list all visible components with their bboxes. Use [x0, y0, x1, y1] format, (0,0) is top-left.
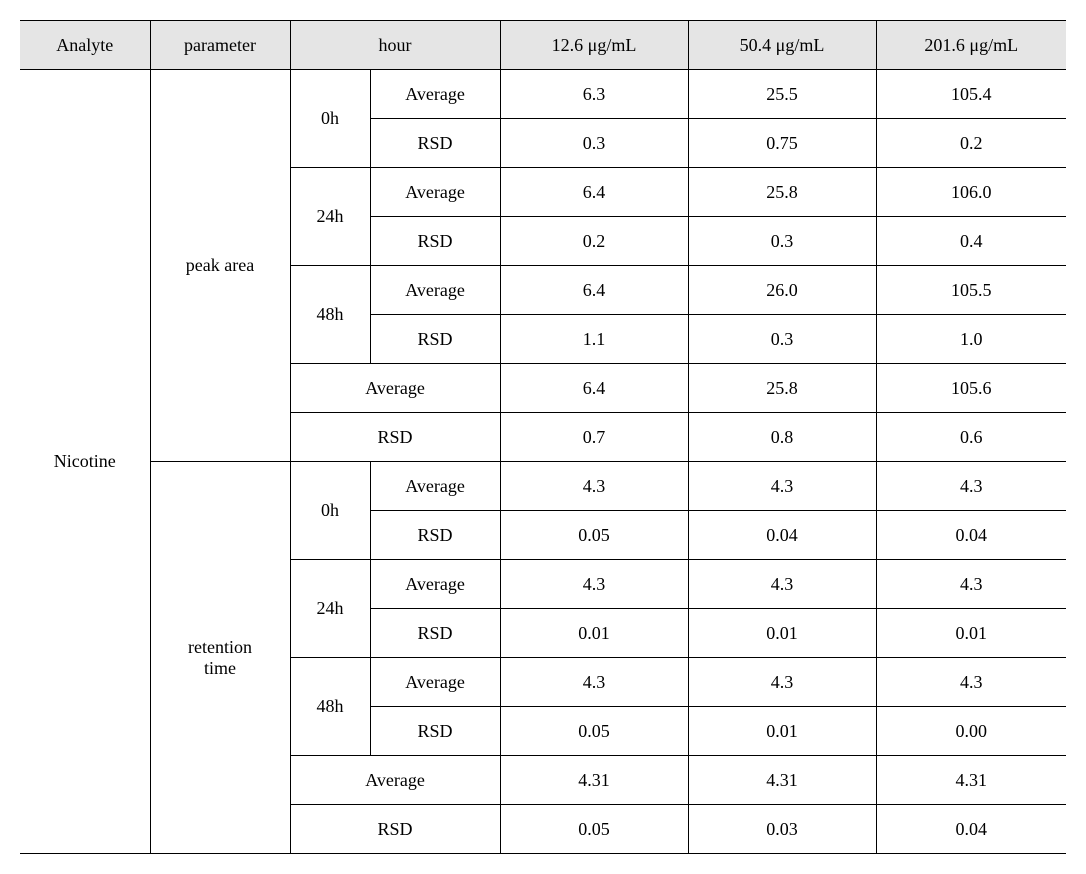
value-cell: 4.3 — [876, 560, 1066, 609]
value-cell: 4.3 — [688, 560, 876, 609]
stat-label: RSD — [290, 805, 500, 854]
stat-label: RSD — [290, 413, 500, 462]
analyte-cell: Nicotine — [20, 70, 150, 854]
header-analyte: Analyte — [20, 21, 150, 70]
value-cell: 0.4 — [876, 217, 1066, 266]
parameter-cell: peak area — [150, 70, 290, 462]
hour-cell: 0h — [290, 462, 370, 560]
value-cell: 0.04 — [876, 805, 1066, 854]
value-cell: 0.05 — [500, 707, 688, 756]
stat-label: Average — [290, 756, 500, 805]
value-cell: 105.5 — [876, 266, 1066, 315]
value-cell: 0.04 — [876, 511, 1066, 560]
value-cell: 4.3 — [688, 462, 876, 511]
value-cell: 1.0 — [876, 315, 1066, 364]
value-cell: 0.2 — [876, 119, 1066, 168]
value-cell: 4.31 — [876, 756, 1066, 805]
value-cell: 4.3 — [688, 658, 876, 707]
header-hour: hour — [290, 21, 500, 70]
stat-label: RSD — [370, 707, 500, 756]
stat-label: Average — [370, 266, 500, 315]
value-cell: 0.04 — [688, 511, 876, 560]
hour-cell: 0h — [290, 70, 370, 168]
value-cell: 4.3 — [500, 462, 688, 511]
stat-label: RSD — [370, 217, 500, 266]
stat-label: Average — [370, 658, 500, 707]
value-cell: 0.75 — [688, 119, 876, 168]
value-cell: 0.3 — [500, 119, 688, 168]
value-cell: 106.0 — [876, 168, 1066, 217]
value-cell: 0.7 — [500, 413, 688, 462]
value-cell: 0.2 — [500, 217, 688, 266]
hour-cell: 24h — [290, 168, 370, 266]
parameter-cell: retention time — [150, 462, 290, 854]
stat-label: RSD — [370, 315, 500, 364]
value-cell: 6.4 — [500, 266, 688, 315]
value-cell: 4.3 — [500, 560, 688, 609]
value-cell: 25.5 — [688, 70, 876, 119]
value-cell: 4.31 — [688, 756, 876, 805]
value-cell: 0.00 — [876, 707, 1066, 756]
value-cell: 25.8 — [688, 168, 876, 217]
value-cell: 0.3 — [688, 315, 876, 364]
stat-label: RSD — [370, 609, 500, 658]
value-cell: 0.8 — [688, 413, 876, 462]
value-cell: 105.4 — [876, 70, 1066, 119]
value-cell: 4.3 — [876, 462, 1066, 511]
stat-label: RSD — [370, 511, 500, 560]
stat-label: RSD — [370, 119, 500, 168]
stat-label: Average — [370, 70, 500, 119]
table-row: Nicotine peak area 0h Average 6.3 25.5 1… — [20, 70, 1066, 119]
value-cell: 0.6 — [876, 413, 1066, 462]
value-cell: 6.3 — [500, 70, 688, 119]
value-cell: 0.05 — [500, 511, 688, 560]
value-cell: 105.6 — [876, 364, 1066, 413]
header-conc-2: 50.4 μg/mL — [688, 21, 876, 70]
stat-label: Average — [370, 168, 500, 217]
table-row: retention time 0h Average 4.3 4.3 4.3 — [20, 462, 1066, 511]
value-cell: 4.3 — [500, 658, 688, 707]
header-row: Analyte parameter hour 12.6 μg/mL 50.4 μ… — [20, 21, 1066, 70]
header-parameter: parameter — [150, 21, 290, 70]
value-cell: 0.01 — [688, 707, 876, 756]
hour-cell: 48h — [290, 266, 370, 364]
value-cell: 0.01 — [500, 609, 688, 658]
stat-label: Average — [370, 560, 500, 609]
header-conc-1: 12.6 μg/mL — [500, 21, 688, 70]
value-cell: 1.1 — [500, 315, 688, 364]
value-cell: 0.05 — [500, 805, 688, 854]
stability-table: Analyte parameter hour 12.6 μg/mL 50.4 μ… — [20, 20, 1066, 854]
value-cell: 0.03 — [688, 805, 876, 854]
value-cell: 0.01 — [876, 609, 1066, 658]
stat-label: Average — [370, 462, 500, 511]
header-conc-3: 201.6 μg/mL — [876, 21, 1066, 70]
value-cell: 4.3 — [876, 658, 1066, 707]
value-cell: 25.8 — [688, 364, 876, 413]
value-cell: 0.3 — [688, 217, 876, 266]
value-cell: 26.0 — [688, 266, 876, 315]
stat-label: Average — [290, 364, 500, 413]
value-cell: 0.01 — [688, 609, 876, 658]
value-cell: 4.31 — [500, 756, 688, 805]
hour-cell: 48h — [290, 658, 370, 756]
hour-cell: 24h — [290, 560, 370, 658]
value-cell: 6.4 — [500, 168, 688, 217]
value-cell: 6.4 — [500, 364, 688, 413]
